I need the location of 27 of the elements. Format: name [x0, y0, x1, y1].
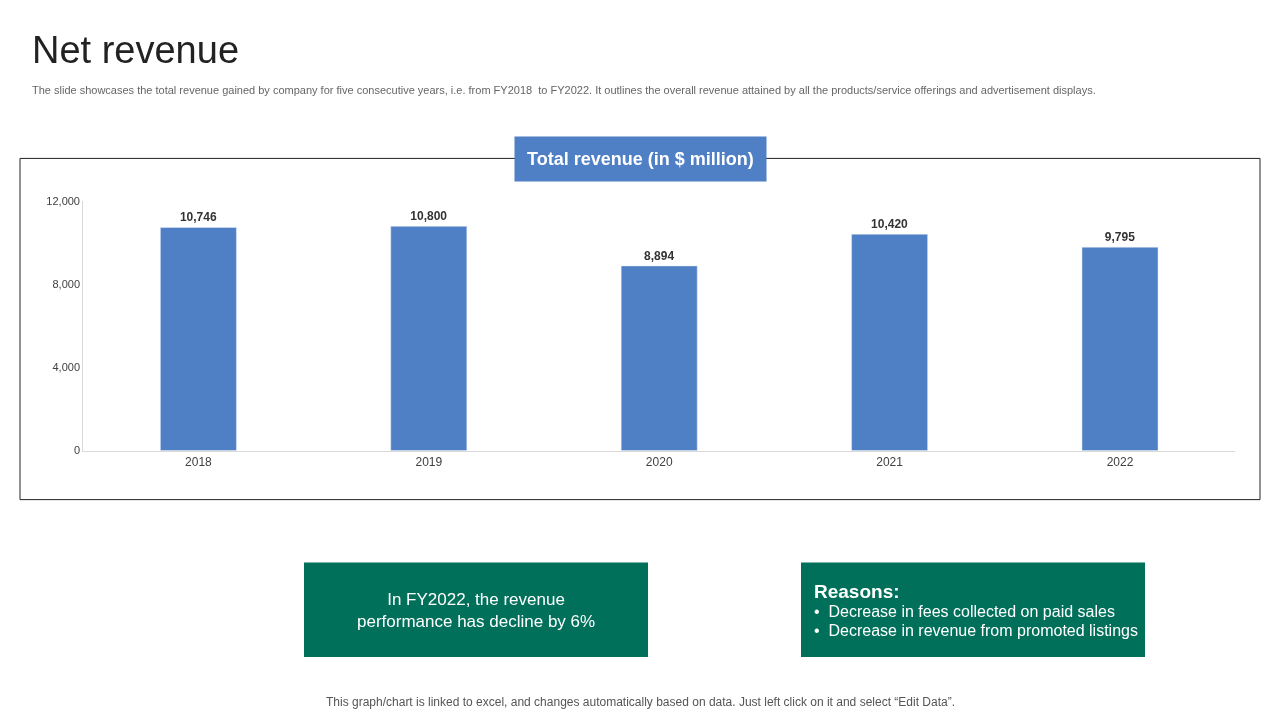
x-tick-label: 2020 [645, 455, 673, 470]
data-label: 10,800 [410, 209, 448, 224]
chart-title: Net revenue [32, 29, 240, 71]
chart-subtitle: The slide showcases the total revenue gained by company for five consecutive years, i.e. from FY2018 to FY2022. It outlines the overall revenue attained by all the products/service offerings and advertisement displays. [32, 84, 1096, 96]
text: This graph/chart is linked to excel, and changes automatically based on data. Just left click on it and select “Edit Data”. [326, 695, 955, 709]
data-label: 10,746 [179, 210, 217, 225]
y-tick-label: 8,000 [52, 278, 80, 291]
x-axis-title: Total revenue (in $ million) [527, 149, 754, 169]
y-tick-label: 0 [73, 444, 80, 457]
data-label: 8,894 [644, 248, 675, 263]
data-label: 10,420 [871, 217, 909, 232]
bar [160, 227, 237, 451]
x-tick-label: 2022 [1106, 455, 1134, 470]
x-tick-label: 2018 [185, 455, 213, 470]
bar [390, 226, 468, 451]
text: • Decrease in fees collected on paid sales [814, 603, 1115, 620]
x-tick-label: 2019 [415, 455, 443, 470]
data-label: 9,795 [1104, 230, 1136, 245]
text: In FY2022, the revenue performance has decline by 6% [357, 590, 596, 632]
bar [1081, 246, 1159, 451]
y-tick-label: 12,000 [46, 195, 80, 208]
y-tick-label: 4,000 [52, 361, 80, 374]
text: • Decrease in revenue from promoted listings [814, 622, 1138, 639]
bar [620, 265, 698, 451]
text: Reasons: [814, 581, 900, 602]
bar [851, 233, 928, 451]
x-tick-label: 2021 [876, 455, 904, 470]
